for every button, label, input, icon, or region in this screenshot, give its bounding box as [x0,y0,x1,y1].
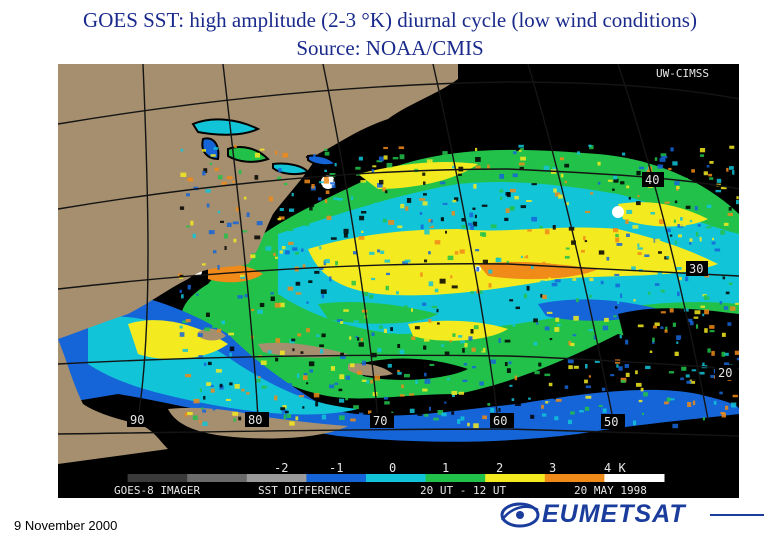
title-line-1: GOES SST: high amplitude (2-3 °K) diurna… [83,8,697,32]
colorbar-swatch [306,474,367,482]
meridian-90 [137,64,149,420]
info-instrument: GOES-8 IMAGER [114,484,200,497]
graticule [58,64,739,437]
slide-title: GOES SST: high amplitude (2-3 °K) diurna… [0,6,780,62]
lat-label-40: 40 [645,173,659,187]
colorbar-tick-label: -2 [274,461,288,475]
colorbar-swatch [425,474,486,482]
sst-map: UW-CIMSS 40 30 20 90 80 70 60 50 -2 -1 [58,64,739,498]
info-time: 20 UT - 12 UT [420,484,506,497]
colorbar-swatch [544,474,605,482]
lon-label-70: 70 [373,414,387,428]
colorbar [68,474,665,482]
colorbar-tick-label: -1 [329,461,343,475]
lat-label-30: 30 [689,262,703,276]
great-lakes [191,118,338,176]
parallel-20 [58,354,739,370]
meridian-80 [222,64,259,420]
parallel-10 [58,428,739,437]
parallel-50 [58,81,739,125]
info-product: SST DIFFERENCE [258,484,351,497]
colorbar-swatch [246,474,307,482]
colorbar-swatch [366,474,427,482]
colorbar-swatch [68,474,129,482]
colorbar-swatch [485,474,546,482]
colorbar-swatch [127,474,188,482]
latitude-labels: 40 30 20 [642,172,737,380]
logo-rule [710,514,764,516]
colorbar-swatch [187,474,248,482]
colorbar-tick-label: 0 [389,461,396,475]
agency-tag: UW-CIMSS [656,67,709,80]
lon-label-80: 80 [248,413,262,427]
map-info-strip: GOES-8 IMAGER SST DIFFERENCE 20 UT - 12 … [114,484,647,497]
parallel-30 [58,263,739,290]
lon-label-50: 50 [604,415,618,429]
sst-map-svg: UW-CIMSS 40 30 20 90 80 70 60 50 -2 -1 [58,64,739,498]
colorbar-tick-label: 1 [442,461,449,475]
lat-label-20: 20 [718,366,732,380]
longitude-labels: 90 80 70 60 50 [127,412,625,429]
eumetsat-swoosh-icon [500,502,540,528]
footer-date: 9 November 2000 [14,518,118,533]
meridian-50 [527,64,614,420]
title-line-2: Source: NOAA/CMIS [296,36,484,60]
meridian-60 [432,64,499,420]
meridian-70 [322,64,379,420]
meridian-40 [617,64,709,420]
colorbar-tick-labels: -2 -1 0 1 2 3 4 K [274,461,626,475]
lon-label-60: 60 [493,414,507,428]
colorbar-tick-label: 3 [549,461,556,475]
colorbar-swatch [604,474,665,482]
north-america-land [58,64,458,339]
parallel-40 [58,168,739,210]
eumetsat-logo: EUMETSAT [496,496,764,532]
colorbar-tick-label: 4 K [604,461,626,475]
sst-speckles [178,144,739,429]
info-date: 20 MAY 1998 [574,484,647,497]
lon-label-90: 90 [130,413,144,427]
colorbar-tick-label: 2 [496,461,503,475]
interior-land [58,154,173,264]
logo-text: EUMETSAT [542,500,686,528]
